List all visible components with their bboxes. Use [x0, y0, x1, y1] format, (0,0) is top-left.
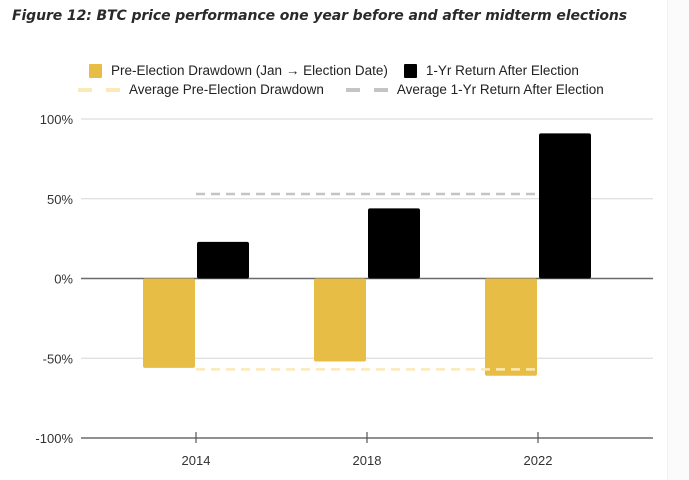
legend-swatch-drawdown [89, 63, 102, 78]
legend-swatch-avg-return [345, 87, 388, 92]
legend-label-drawdown: Pre-Election Drawdown (Jan → Election Da… [111, 63, 388, 78]
legend-swatch-avg-drawdown [78, 87, 120, 92]
bar-drawdown [485, 278, 537, 376]
bar-drawdown [314, 278, 366, 362]
legend-item-drawdown: Pre-Election Drawdown (Jan → Election Da… [89, 63, 388, 78]
legend-label-avg-return: Average 1-Yr Return After Election [396, 82, 604, 97]
legend-row-bars: Pre-Election Drawdown (Jan → Election Da… [89, 63, 579, 78]
y-tick-label: -100% [35, 431, 73, 446]
y-tick-label: -50% [43, 351, 74, 366]
bar-return [197, 241, 249, 279]
y-tick-label: 0% [54, 272, 73, 287]
legend-row-lines: Average Pre-Election Drawdown Average 1-… [78, 82, 604, 97]
y-tick-label: 100% [40, 112, 74, 127]
legend-label-avg-drawdown: Average Pre-Election Drawdown [129, 82, 324, 97]
y-tick-label: 50% [47, 192, 73, 207]
panel-edge [667, 0, 689, 480]
figure-title: Figure 12: BTC price performance one yea… [12, 8, 628, 24]
legend-swatch-return [403, 63, 417, 78]
x-tick-label: 2022 [524, 453, 553, 468]
legend-item-avg-drawdown: Average Pre-Election Drawdown [78, 82, 324, 97]
x-tick-label: 2014 [182, 453, 211, 468]
legend-item-return: 1-Yr Return After Election [403, 63, 579, 78]
x-tick-label: 2018 [353, 453, 382, 468]
bar-return [368, 208, 420, 279]
legend-item-avg-return: Average 1-Yr Return After Election [345, 82, 604, 97]
bar-drawdown [143, 278, 195, 368]
legend-label-return: 1-Yr Return After Election [425, 63, 579, 78]
bar-return [539, 133, 591, 279]
